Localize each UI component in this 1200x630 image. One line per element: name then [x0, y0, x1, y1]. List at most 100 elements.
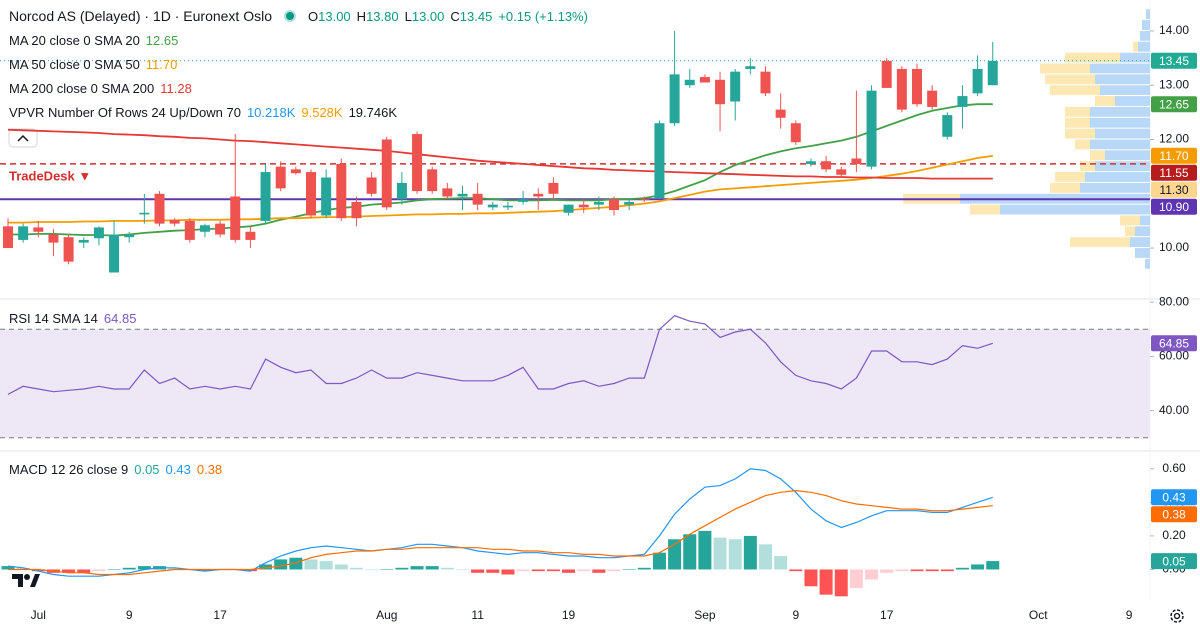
macd-histogram-bar	[668, 539, 682, 570]
ma-value: 11.70	[145, 56, 178, 72]
ohlc-key: C	[450, 8, 460, 24]
macd-histogram-bar	[622, 569, 636, 570]
macd-histogram-bar	[501, 569, 515, 575]
y-tick-label: 13.00	[1159, 77, 1189, 91]
candle-body	[851, 158, 862, 164]
candle-body	[578, 204, 589, 208]
vp-up-bar	[1105, 150, 1150, 161]
candle-body	[927, 90, 938, 107]
vpvr-value: 10.218K	[246, 104, 296, 120]
macd-histogram-bar	[334, 564, 348, 570]
vp-down-bar	[1040, 63, 1090, 74]
candle-body	[730, 71, 741, 102]
price-badge-label: 0.38	[1162, 507, 1186, 521]
macd-histogram-bar	[62, 569, 76, 573]
candle-body	[93, 227, 104, 239]
ma-name: MA 50 close 0 SMA 50	[9, 56, 140, 72]
ohlc-key: H	[356, 8, 367, 24]
ohlc-item: O13.00	[308, 9, 351, 24]
price-badge-label: 11.55	[1159, 166, 1188, 180]
rsi-value: 64.85	[103, 310, 137, 326]
x-tick-label: Aug	[376, 608, 397, 622]
ma-legend: MA 50 close 0 SMA 50 11.70	[9, 55, 177, 73]
candle-body	[472, 193, 483, 205]
macd-histogram-bar	[243, 569, 257, 572]
vp-up-bar	[1000, 204, 1150, 215]
macd-histogram-bar	[759, 544, 772, 570]
macd-signal-value: 0.38	[196, 461, 223, 477]
y-tick-label: 10.00	[1159, 240, 1189, 254]
candle-body	[548, 182, 559, 194]
macd-histogram-bar	[31, 569, 45, 572]
price-badge-label: 0.43	[1162, 490, 1186, 504]
vpvr-value: 19.746K	[348, 104, 398, 120]
macd-histogram-bar	[849, 569, 863, 588]
candle-body	[593, 201, 604, 205]
candle-body	[442, 188, 453, 197]
symbol: Norcod AS (Delayed) · 1D · Euronext Oslo	[9, 8, 272, 24]
vp-down-bar	[1120, 215, 1140, 226]
vp-up-bar	[1095, 74, 1150, 85]
candle-body	[669, 74, 680, 124]
y-tick-label: 0.60	[1162, 461, 1186, 475]
candle-body	[18, 226, 29, 240]
macd-histogram-bar	[834, 569, 848, 597]
candle-body	[109, 234, 120, 273]
macd-histogram-bar	[516, 569, 530, 572]
macd-histogram-bar	[683, 534, 697, 570]
macd-histogram-bar	[122, 567, 136, 570]
candle-body	[760, 71, 771, 94]
vp-down-bar	[1075, 139, 1090, 150]
symbol-legend: Norcod AS (Delayed) · 1D · Euronext Oslo…	[9, 7, 588, 25]
rsi-band	[0, 329, 1150, 438]
price-badge	[1151, 164, 1197, 181]
y-tick-label: 12.00	[1159, 132, 1189, 146]
price-badge	[1151, 181, 1197, 198]
macd-histogram-bar	[456, 569, 469, 570]
macd-histogram-bar	[137, 566, 151, 570]
signal-line	[8, 489, 993, 576]
candle-body	[502, 205, 513, 208]
candle-body	[866, 90, 877, 167]
vp-up-bar	[1095, 161, 1150, 172]
ma-name: MA 200 close 0 SMA 200	[9, 80, 155, 96]
ma-legend: MA 200 close 0 SMA 200 11.28	[9, 79, 192, 97]
vp-up-bar	[1090, 139, 1150, 150]
vpvr-value: 9.528K	[301, 104, 343, 120]
macd-histogram-bar	[819, 569, 833, 595]
price-badge	[1151, 506, 1197, 523]
vp-up-bar	[1095, 128, 1150, 139]
x-tick-label: Oct	[1029, 608, 1048, 622]
macd-histogram-bar	[92, 569, 106, 572]
vp-up-bar	[1085, 172, 1150, 182]
macd-histogram-bar	[713, 537, 727, 570]
candle-body	[533, 193, 544, 197]
vp-up-bar	[1100, 85, 1150, 96]
macd-histogram-bar	[880, 569, 894, 573]
macd-histogram-bar	[652, 552, 666, 570]
vp-up-bar	[1146, 9, 1150, 20]
ma-line	[7, 128, 993, 180]
macd-histogram-bar	[486, 569, 500, 573]
collapse-button[interactable]	[8, 128, 38, 148]
ohlc-value: 13.80	[366, 8, 399, 24]
macd-histogram-bar	[698, 530, 712, 570]
settings-gear[interactable]	[1170, 609, 1184, 623]
vp-up-bar	[1140, 215, 1150, 226]
candle-body	[805, 161, 816, 164]
y-tick-label: 60.00	[1159, 349, 1189, 363]
vp-down-bar	[1090, 150, 1105, 161]
candle-body	[366, 177, 377, 194]
ma-legend: MA 20 close 0 SMA 20 12.65	[9, 31, 178, 49]
macd-histogram-bar	[274, 559, 288, 570]
vp-up-bar	[1090, 106, 1150, 117]
macd-histogram-bar	[577, 569, 591, 572]
candle-body	[942, 115, 953, 137]
ohlc-value: 13.00	[318, 8, 351, 24]
macd-histogram-bar	[637, 567, 651, 570]
y-tick-label: 14.00	[1159, 23, 1189, 37]
vp-down-bar	[1080, 161, 1095, 172]
candle-body	[563, 204, 574, 213]
